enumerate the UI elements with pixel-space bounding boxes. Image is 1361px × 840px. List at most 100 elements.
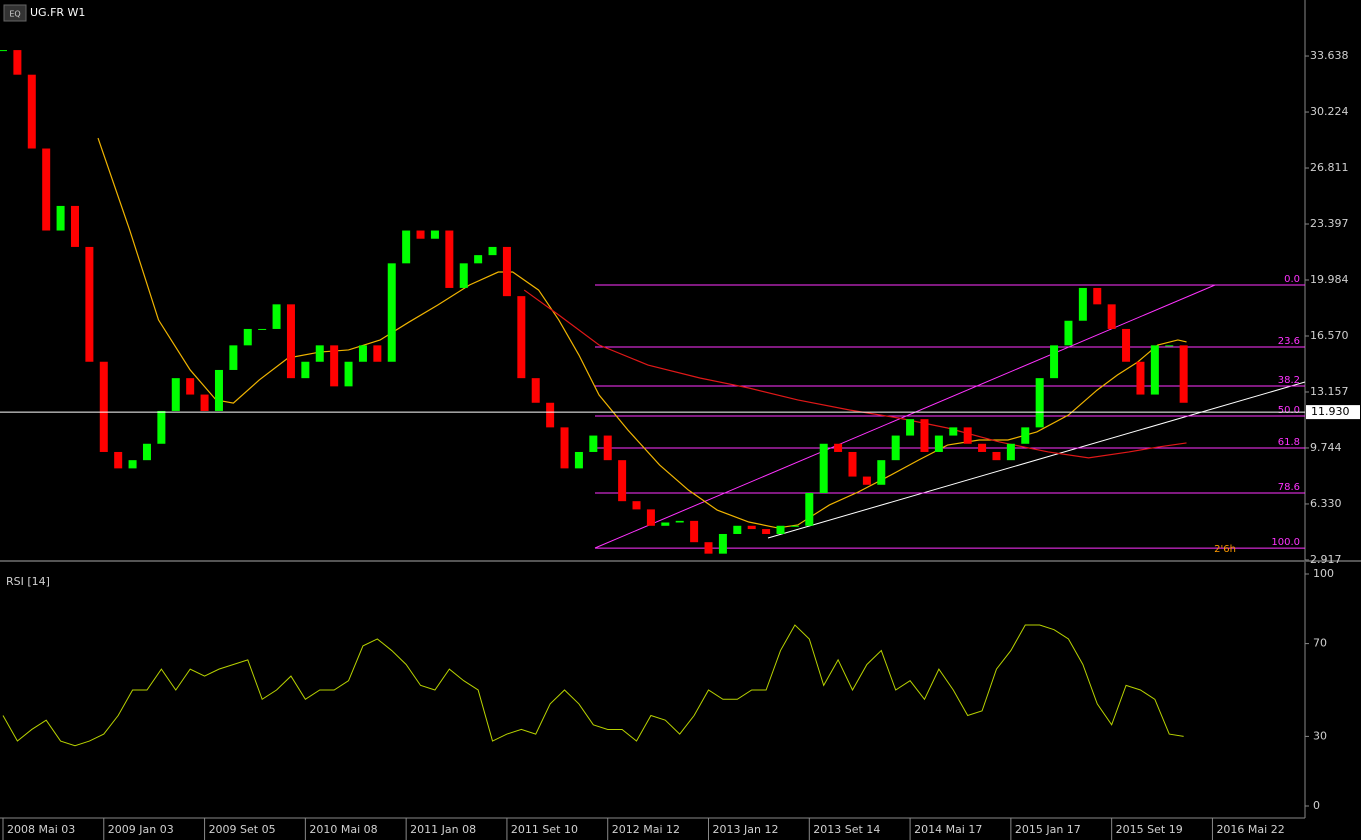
y-tick-label: 6.330 <box>1310 497 1342 510</box>
candle <box>42 148 51 231</box>
candle <box>1150 345 1159 395</box>
candle <box>114 451 123 469</box>
fib-label: 50.0 <box>1278 405 1300 416</box>
candle <box>819 443 828 493</box>
x-tick-label: 2013 Set 14 <box>813 823 880 836</box>
x-tick-label: 2014 Mai 17 <box>914 823 982 836</box>
fib-label: 23.6 <box>1278 336 1300 347</box>
candle <box>186 378 195 395</box>
candle <box>762 529 771 534</box>
candle <box>603 435 612 461</box>
candle <box>560 427 569 469</box>
fib-label: 100.0 <box>1271 537 1300 548</box>
candle <box>445 230 454 288</box>
candle <box>517 296 526 379</box>
x-tick-label: 2009 Set 05 <box>209 823 276 836</box>
y-tick-label: 16.570 <box>1310 329 1349 342</box>
candle <box>56 205 65 231</box>
candle <box>1078 287 1087 321</box>
candle <box>920 419 929 452</box>
candle <box>862 476 871 485</box>
moving-average <box>523 289 1187 459</box>
candle <box>805 492 814 526</box>
candle <box>1035 378 1044 428</box>
candle <box>344 361 353 387</box>
candle <box>99 361 108 452</box>
candle <box>891 435 900 461</box>
y-tick-label: 0 <box>1313 799 1320 812</box>
candle <box>733 525 742 534</box>
candle <box>171 378 180 411</box>
candle <box>618 460 627 502</box>
x-tick-label: 2008 Mai 03 <box>7 823 75 836</box>
last-price-label: 11.930 <box>1311 405 1350 418</box>
candle <box>128 460 137 469</box>
candle <box>531 378 540 403</box>
candle <box>402 230 411 264</box>
x-tick-label: 2009 Jan 03 <box>108 823 174 836</box>
candle <box>474 255 483 264</box>
candle <box>373 345 382 362</box>
indicator-title: RSI [14] <box>6 575 50 588</box>
candle <box>934 435 943 452</box>
y-tick-label: 70 <box>1313 637 1327 650</box>
candle <box>142 443 151 461</box>
candle <box>589 435 598 452</box>
candle <box>574 451 583 469</box>
x-tick-label: 2012 Mai 12 <box>612 823 680 836</box>
fib-label: 61.8 <box>1278 437 1300 448</box>
candle <box>157 410 166 444</box>
candle <box>718 533 727 554</box>
candle <box>387 263 396 362</box>
x-tick-label: 2015 Jan 17 <box>1015 823 1081 836</box>
candle <box>646 509 655 526</box>
candle <box>416 230 425 239</box>
candle <box>229 345 238 370</box>
y-tick-label: 30.224 <box>1310 105 1349 118</box>
y-tick-label: 26.811 <box>1310 161 1349 174</box>
candle <box>1107 304 1116 329</box>
candle <box>459 263 468 288</box>
badge-box <box>3 4 27 22</box>
candle <box>488 246 497 256</box>
candle <box>834 443 843 452</box>
y-tick-label: 13.157 <box>1310 385 1349 398</box>
candle <box>1165 345 1174 347</box>
y-tick-label: 2.917 <box>1310 553 1342 566</box>
candle <box>27 74 36 149</box>
rsi-line <box>2 624 1184 747</box>
candle <box>661 522 670 526</box>
x-tick-label: 2015 Set 19 <box>1116 823 1183 836</box>
candle <box>1006 443 1015 461</box>
x-tick-label: 2016 Mai 22 <box>1216 823 1284 836</box>
candle <box>632 501 641 510</box>
candle <box>1122 328 1131 362</box>
candle <box>315 345 324 362</box>
moving-average <box>97 137 1187 529</box>
candle <box>1179 345 1188 403</box>
candle <box>906 419 915 436</box>
candle <box>358 345 367 362</box>
y-tick-label: 30 <box>1313 729 1327 742</box>
candle <box>1050 345 1059 379</box>
candle <box>776 525 785 534</box>
y-tick-label: 100 <box>1313 567 1334 580</box>
badge: EQ <box>9 10 20 19</box>
y-tick-label: 23.397 <box>1310 217 1349 230</box>
candle <box>963 427 972 444</box>
candle <box>214 369 223 411</box>
x-tick-label: 2010 Mai 08 <box>309 823 377 836</box>
candle <box>243 328 252 346</box>
candle <box>992 451 1001 461</box>
candle <box>949 427 958 436</box>
candle <box>704 542 713 554</box>
candle <box>690 520 699 543</box>
y-tick-label: 19.984 <box>1310 273 1349 286</box>
fib-label: 38.2 <box>1278 375 1300 386</box>
candle <box>978 443 987 452</box>
y-tick-label: 9.744 <box>1310 441 1342 454</box>
x-tick-label: 2013 Jan 12 <box>713 823 779 836</box>
candle <box>430 230 439 239</box>
